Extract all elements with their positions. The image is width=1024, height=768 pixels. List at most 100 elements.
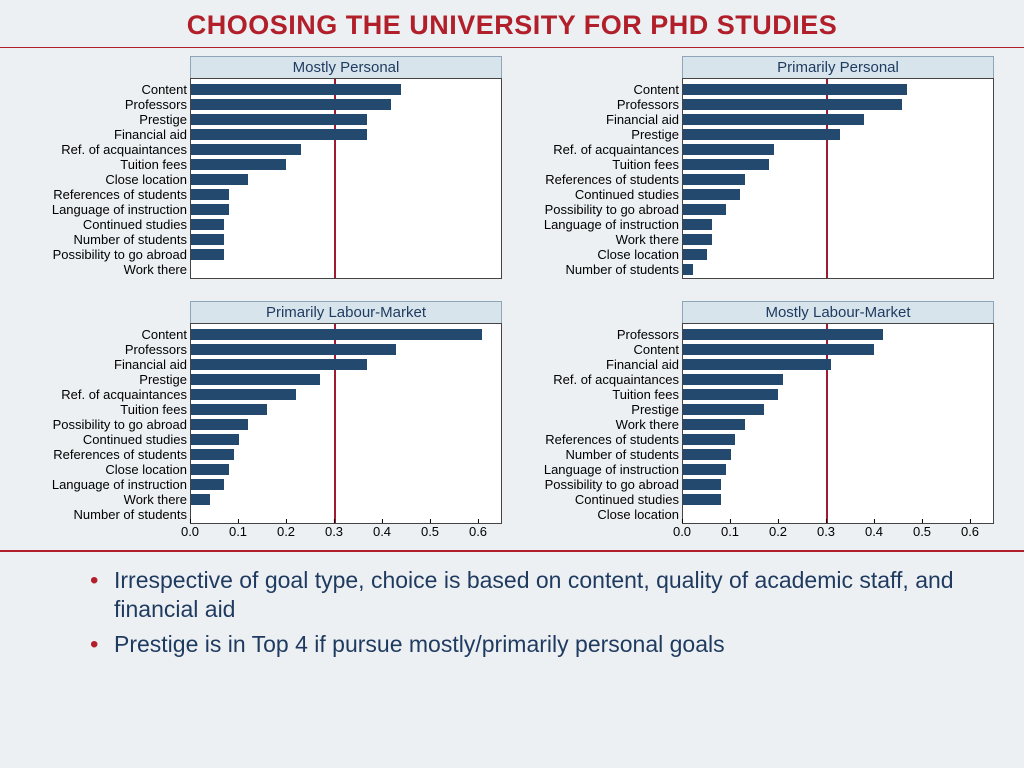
bar-row: Close location <box>191 172 501 187</box>
bar <box>191 234 224 245</box>
bar-row: Tuition fees <box>683 157 993 172</box>
bar <box>191 374 320 385</box>
bar <box>683 264 693 275</box>
bar <box>191 144 301 155</box>
category-label: Work there <box>616 232 683 247</box>
bar-row: Language of instruction <box>683 217 993 232</box>
bar-row: Number of students <box>191 232 501 247</box>
category-label: Language of instruction <box>52 202 191 217</box>
bar <box>191 404 267 415</box>
x-tick-label: 0.4 <box>373 524 391 539</box>
bar <box>683 389 778 400</box>
bar-row: Professors <box>683 97 993 112</box>
bar-row: Professors <box>191 97 501 112</box>
category-label: Continued studies <box>575 492 683 507</box>
bar-row: Content <box>683 342 993 357</box>
chart-panel: Mostly Labour-MarketProfessorsContentFin… <box>512 301 1004 546</box>
plot-area: ProfessorsContentFinancial aidRef. of ac… <box>682 323 994 524</box>
bar <box>191 344 396 355</box>
bullet-item: Prestige is in Top 4 if pursue mostly/pr… <box>90 630 964 659</box>
bar <box>191 189 229 200</box>
bar-row: Language of instruction <box>191 202 501 217</box>
bar-row: Possibility to go abroad <box>683 477 993 492</box>
bar <box>683 99 902 110</box>
category-label: Content <box>633 342 683 357</box>
category-label: Number of students <box>566 262 683 277</box>
bar <box>191 219 224 230</box>
bar-row: References of students <box>191 447 501 462</box>
category-label: Tuition fees <box>120 157 191 172</box>
bar-row: Work there <box>191 262 501 277</box>
category-label: Close location <box>597 247 683 262</box>
bar <box>683 204 726 215</box>
x-tick-label: 0.5 <box>421 524 439 539</box>
bar-row: Tuition fees <box>191 402 501 417</box>
category-label: Professors <box>125 342 191 357</box>
category-label: Financial aid <box>606 112 683 127</box>
bar <box>191 174 248 185</box>
bar-row: References of students <box>683 432 993 447</box>
bar-row: Number of students <box>683 447 993 462</box>
bar-row: Language of instruction <box>191 477 501 492</box>
category-label: Content <box>633 82 683 97</box>
bar-row: Content <box>191 327 501 342</box>
category-label: Ref. of acquaintances <box>553 142 683 157</box>
bar-row: Possibility to go abroad <box>191 417 501 432</box>
bar <box>683 114 864 125</box>
category-label: Ref. of acquaintances <box>553 372 683 387</box>
bar-row: Prestige <box>683 127 993 142</box>
category-label: Language of instruction <box>544 462 683 477</box>
x-tick-label: 0.2 <box>277 524 295 539</box>
bullet-item: Irrespective of goal type, choice is bas… <box>90 566 964 624</box>
x-axis <box>190 279 502 283</box>
x-tick-label: 0.1 <box>229 524 247 539</box>
x-tick-label: 0.6 <box>469 524 487 539</box>
x-axis: 0.00.10.20.30.40.50.6 <box>682 524 994 546</box>
bar-row: Professors <box>191 342 501 357</box>
page-title: CHOOSING THE UNIVERSITY FOR PHD STUDIES <box>0 0 1024 47</box>
category-label: Financial aid <box>114 127 191 142</box>
bar <box>683 359 831 370</box>
bar <box>191 329 482 340</box>
bar-row: Tuition fees <box>683 387 993 402</box>
category-label: Ref. of acquaintances <box>61 387 191 402</box>
category-label: Financial aid <box>606 357 683 372</box>
category-label: Prestige <box>631 127 683 142</box>
bar <box>683 374 783 385</box>
bar-row: Language of instruction <box>683 462 993 477</box>
bar-row: Work there <box>683 232 993 247</box>
category-label: Content <box>141 82 191 97</box>
category-label: Tuition fees <box>612 157 683 172</box>
bar <box>683 404 764 415</box>
bar-row: Continued studies <box>683 187 993 202</box>
plot-area: ContentProfessorsFinancial aidPrestigeRe… <box>190 323 502 524</box>
bar <box>191 114 367 125</box>
category-label: References of students <box>53 187 191 202</box>
bar <box>683 129 840 140</box>
x-tick-label: 0.3 <box>817 524 835 539</box>
category-label: Content <box>141 327 191 342</box>
plot-area: ContentProfessorsFinancial aidPrestigeRe… <box>682 78 994 279</box>
bar <box>683 234 712 245</box>
category-label: Continued studies <box>575 187 683 202</box>
chart-panel: Primarily PersonalContentProfessorsFinan… <box>512 56 1004 301</box>
bar <box>683 464 726 475</box>
category-label: Number of students <box>74 507 191 522</box>
bar <box>683 144 774 155</box>
bar <box>191 434 239 445</box>
bar <box>191 389 296 400</box>
bar-row: Number of students <box>683 262 993 277</box>
bar <box>191 84 401 95</box>
category-label: Prestige <box>631 402 683 417</box>
bar-row: Financial aid <box>683 357 993 372</box>
category-label: Financial aid <box>114 357 191 372</box>
bar <box>191 249 224 260</box>
x-tick-label: 0.0 <box>673 524 691 539</box>
bar-row: Prestige <box>191 112 501 127</box>
bar <box>191 359 367 370</box>
bar <box>191 204 229 215</box>
bar-row: Ref. of acquaintances <box>683 142 993 157</box>
category-label: Tuition fees <box>120 402 191 417</box>
bar-row: Close location <box>191 462 501 477</box>
bar <box>683 344 874 355</box>
